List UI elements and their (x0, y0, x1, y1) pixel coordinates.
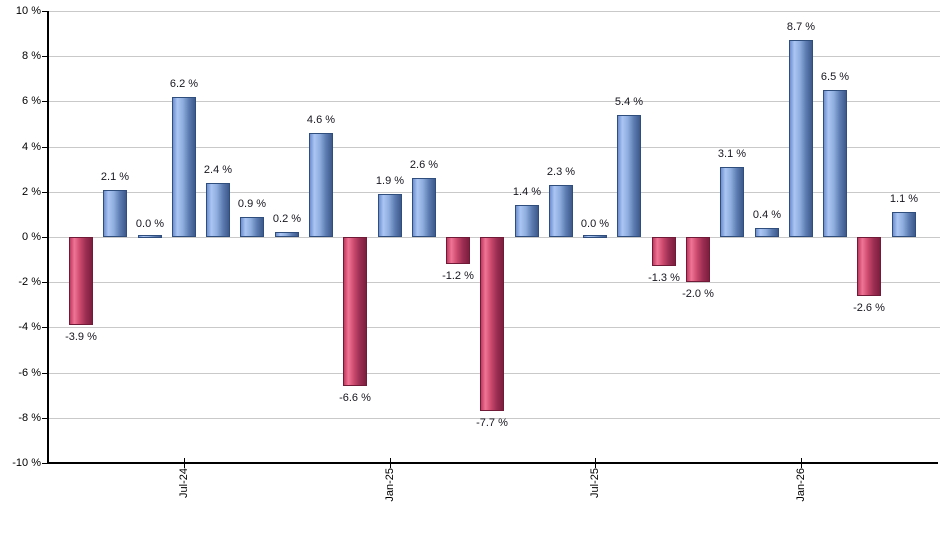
x-axis-line (47, 462, 938, 464)
y-axis-label: -4 % (18, 321, 41, 333)
bar-positive[interactable] (823, 90, 847, 237)
bar-value-label: 0.0 % (135, 218, 165, 230)
bar-value-label: 0.2 % (272, 213, 302, 225)
bar-negative[interactable] (686, 237, 710, 282)
y-axis-label: 2 % (22, 186, 41, 198)
bar-value-label: -2.6 % (853, 302, 885, 314)
gridline (48, 192, 940, 193)
bar-value-label: -7.7 % (476, 417, 508, 429)
gridline (48, 101, 940, 102)
bar-positive[interactable] (206, 183, 230, 237)
bar-positive[interactable] (103, 190, 127, 237)
y-axis-label: 10 % (15, 5, 41, 17)
bar-positive[interactable] (892, 212, 916, 237)
y-axis-label: -6 % (18, 367, 41, 379)
bar-value-label: 0.0 % (580, 218, 610, 230)
bar-negative[interactable] (446, 237, 470, 264)
y-axis-line (47, 11, 49, 464)
y-axis-tick (42, 192, 48, 193)
gridline (48, 418, 940, 419)
y-axis-tick (42, 373, 48, 374)
bar-value-label: 6.2 % (169, 78, 199, 90)
y-axis-tick (42, 282, 48, 283)
bar-value-label: 1.9 % (375, 175, 405, 187)
bar-value-label: -1.3 % (648, 272, 680, 284)
bar-value-label: 8.7 % (786, 21, 816, 33)
bar-value-label: -6.6 % (339, 392, 371, 404)
x-axis-label: Jan-26 (795, 468, 807, 502)
bar-positive[interactable] (309, 133, 333, 237)
y-axis-label: 4 % (22, 141, 41, 153)
bar-value-label: 2.6 % (409, 159, 439, 171)
bar-value-label: -2.0 % (682, 288, 714, 300)
x-axis-tick (184, 458, 185, 468)
bar-value-label: 2.4 % (203, 164, 233, 176)
x-axis-tick (801, 458, 802, 468)
y-axis-label: -8 % (18, 412, 41, 424)
bar-positive[interactable] (755, 228, 779, 237)
gridline (48, 11, 940, 12)
bar-positive[interactable] (789, 40, 813, 237)
y-axis-tick (42, 237, 48, 238)
bar-value-label: -3.9 % (65, 331, 97, 343)
y-axis-label: -10 % (12, 457, 41, 469)
y-axis-label: 6 % (22, 95, 41, 107)
y-axis-label: 8 % (22, 50, 41, 62)
x-axis-tick (595, 458, 596, 468)
bar-positive[interactable] (138, 235, 162, 238)
bar-positive[interactable] (275, 232, 299, 237)
bar-positive[interactable] (720, 167, 744, 237)
bar-value-label: 0.9 % (237, 198, 267, 210)
bar-positive[interactable] (378, 194, 402, 237)
bar-value-label: 2.3 % (546, 166, 576, 178)
bar-value-label: 6.5 % (820, 71, 850, 83)
bar-negative[interactable] (652, 237, 676, 266)
bar-negative[interactable] (69, 237, 93, 325)
y-axis-tick (42, 418, 48, 419)
bar-positive[interactable] (412, 178, 436, 237)
gridline (48, 56, 940, 57)
y-axis-label: -2 % (18, 276, 41, 288)
y-axis-tick (42, 463, 48, 464)
bar-value-label: 3.1 % (717, 148, 747, 160)
bar-positive[interactable] (172, 97, 196, 237)
bar-negative[interactable] (480, 237, 504, 411)
x-axis-label: Jul-25 (589, 468, 601, 498)
gridline (48, 147, 940, 148)
bar-positive[interactable] (240, 217, 264, 237)
y-axis-tick (42, 101, 48, 102)
bar-negative[interactable] (343, 237, 367, 386)
y-axis-tick (42, 56, 48, 57)
x-axis-tick (390, 458, 391, 468)
bar-value-label: 4.6 % (306, 114, 336, 126)
bar-positive[interactable] (617, 115, 641, 237)
bar-positive[interactable] (583, 235, 607, 238)
bar-value-label: 1.4 % (512, 186, 542, 198)
x-axis-label: Jan-25 (384, 468, 396, 502)
bar-value-label: -1.2 % (442, 270, 474, 282)
bar-value-label: 1.1 % (889, 193, 919, 205)
bar-positive[interactable] (549, 185, 573, 237)
x-axis-label: Jul-24 (178, 468, 190, 498)
y-axis-tick (42, 147, 48, 148)
bar-value-label: 0.4 % (752, 209, 782, 221)
y-axis-tick (42, 327, 48, 328)
bar-value-label: 2.1 % (100, 171, 130, 183)
bar-value-label: 5.4 % (614, 96, 644, 108)
bar-positive[interactable] (515, 205, 539, 237)
bar-negative[interactable] (857, 237, 881, 296)
y-axis-tick (42, 11, 48, 12)
y-axis-label: 0 % (22, 231, 41, 243)
